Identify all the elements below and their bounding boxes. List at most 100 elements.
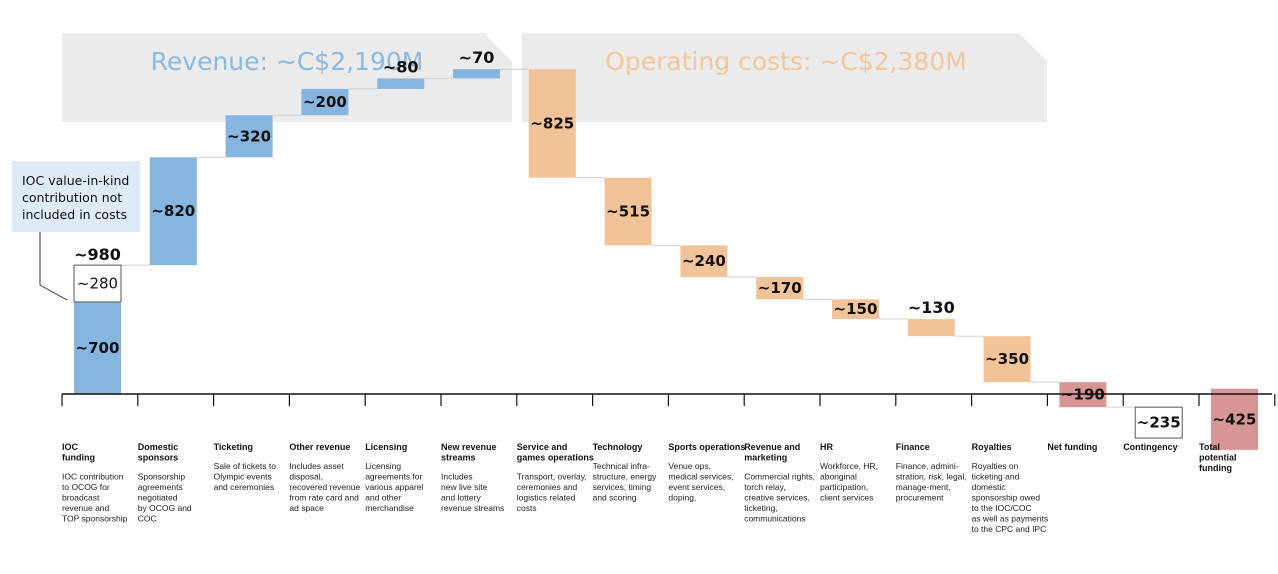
category-description: and other <box>365 493 401 503</box>
bar-total-label: ~980 <box>74 245 121 264</box>
bar-value-label: ~825 <box>530 114 574 132</box>
bar-service-and-games-operations <box>528 69 576 178</box>
bar-ticketing <box>225 115 273 158</box>
bar-total-potential-funding <box>1211 388 1258 450</box>
category-description: recovered revenue <box>289 482 360 492</box>
bar-technology <box>604 177 652 246</box>
category-description: to OCOG for <box>62 482 110 492</box>
category-label: Revenue and <box>744 442 800 452</box>
category-description: domestic <box>972 482 1007 492</box>
category-description: Finance, admini- <box>896 461 959 471</box>
bar-contingency <box>1134 406 1183 439</box>
category-description: Transport, overlay, <box>517 472 587 482</box>
category-label: HR <box>820 442 833 452</box>
category-description: TOP sponsorship <box>62 514 128 524</box>
category-label: games operations <box>517 453 594 463</box>
category-label: Royalties <box>972 442 1012 452</box>
bar-value-label: ~350 <box>985 350 1029 368</box>
category-description: sponsorship owed <box>972 493 1041 503</box>
category-description: event services, <box>668 482 725 492</box>
category-description: aboriginal <box>820 472 857 482</box>
category-description: Royalties on <box>972 461 1019 471</box>
category-description: manage-ment, <box>896 482 951 492</box>
category-description: from rate card and <box>289 493 359 503</box>
bar-other-revenue <box>301 88 349 116</box>
category-description: to the CPC and IPC <box>972 524 1047 534</box>
category-description: Includes <box>441 472 473 482</box>
category-description: client services <box>820 493 873 503</box>
bar-sports-operations <box>680 245 728 277</box>
category-description: broadcast <box>62 493 100 503</box>
category-description: by OCOG and <box>138 503 192 513</box>
category-description: ticketing and <box>972 472 1020 482</box>
category-label: sponsors <box>138 453 179 463</box>
bar-value-label: ~820 <box>151 202 195 220</box>
category-description: Workforce, HR, <box>820 461 878 471</box>
bar-new-revenue-streams <box>453 69 500 79</box>
bar-royalties <box>983 336 1031 383</box>
category-description: Olympic events <box>214 472 272 482</box>
bar-value-label: ~425 <box>1213 410 1257 428</box>
bar-value-label: ~70 <box>459 48 495 67</box>
category-label: streams <box>441 453 476 463</box>
category-description: revenue streams <box>441 503 504 513</box>
bar-value-in-kind-label: ~280 <box>77 275 118 293</box>
category-description: various apparel <box>365 482 423 492</box>
category-description: merchandise <box>365 503 414 513</box>
category-description: IOC contribution <box>62 472 124 482</box>
category-description: revenue and <box>62 503 110 513</box>
category-label: Finance <box>896 442 930 452</box>
category-description: agreements <box>138 482 183 492</box>
category-label: Technology <box>593 442 643 452</box>
bar-value-in-kind <box>73 264 122 303</box>
category-label: marketing <box>744 453 787 463</box>
bar-value-label: ~80 <box>383 57 419 76</box>
category-label: Other revenue <box>289 442 350 452</box>
category-description: creative services, <box>744 493 810 503</box>
category-description: Commercial rights, <box>744 472 815 482</box>
category-description: stration, risk, legal, <box>896 472 967 482</box>
bar-value-label: ~235 <box>1137 414 1181 432</box>
category-label: Net funding <box>1047 442 1097 452</box>
category-description: ad space <box>289 503 324 513</box>
category-label: IOC <box>62 442 79 452</box>
bar-value-label: ~320 <box>227 127 271 145</box>
category-description: and lottery <box>441 493 481 503</box>
category-description: participation, <box>820 482 868 492</box>
bar-ioc-funding <box>74 301 121 394</box>
category-description: Sponsorship <box>138 472 186 482</box>
category-label: Domestic <box>138 442 179 452</box>
bar-value-label: ~700 <box>76 339 120 357</box>
category-description: logistics related <box>517 493 576 503</box>
category-label: New revenue <box>441 442 497 452</box>
category-description: costs <box>517 503 537 513</box>
category-label: Service and <box>517 442 568 452</box>
callout-leader-line <box>39 232 68 301</box>
bar-value-label: ~240 <box>682 252 726 270</box>
bar-licensing <box>377 78 425 89</box>
callout-box <box>12 161 140 232</box>
bar-revenue-and-marketing <box>756 276 804 300</box>
banner-costs <box>522 33 1047 122</box>
category-label: funding <box>1199 463 1232 473</box>
category-description: Venue ops, <box>668 461 711 471</box>
category-label: Licensing <box>365 442 407 452</box>
bar-value-label: ~515 <box>606 203 650 221</box>
bar-value-label: ~150 <box>834 300 878 318</box>
category-description: structure, energy <box>593 472 658 482</box>
category-label: Total <box>1199 442 1220 452</box>
category-description: ticketing, <box>744 503 778 513</box>
category-description: negotiated <box>138 493 178 503</box>
banner-revenue <box>62 33 512 122</box>
bar-value-label: ~200 <box>303 93 347 111</box>
category-description: as well as payments <box>972 514 1049 524</box>
category-description: communications <box>744 514 805 524</box>
category-description: COC <box>138 514 157 524</box>
banner-costs-label: Operating costs: ~C$2,380M <box>605 47 967 76</box>
category-description: Technical infra- <box>593 461 650 471</box>
category-description: agreements for <box>365 472 422 482</box>
category-description: new live site <box>441 482 488 492</box>
banner-revenue-label: Revenue: ~C$2,190M <box>151 47 424 76</box>
callout-text-line: IOC value-in-kind <box>22 173 129 188</box>
category-description: doping, <box>668 493 696 503</box>
